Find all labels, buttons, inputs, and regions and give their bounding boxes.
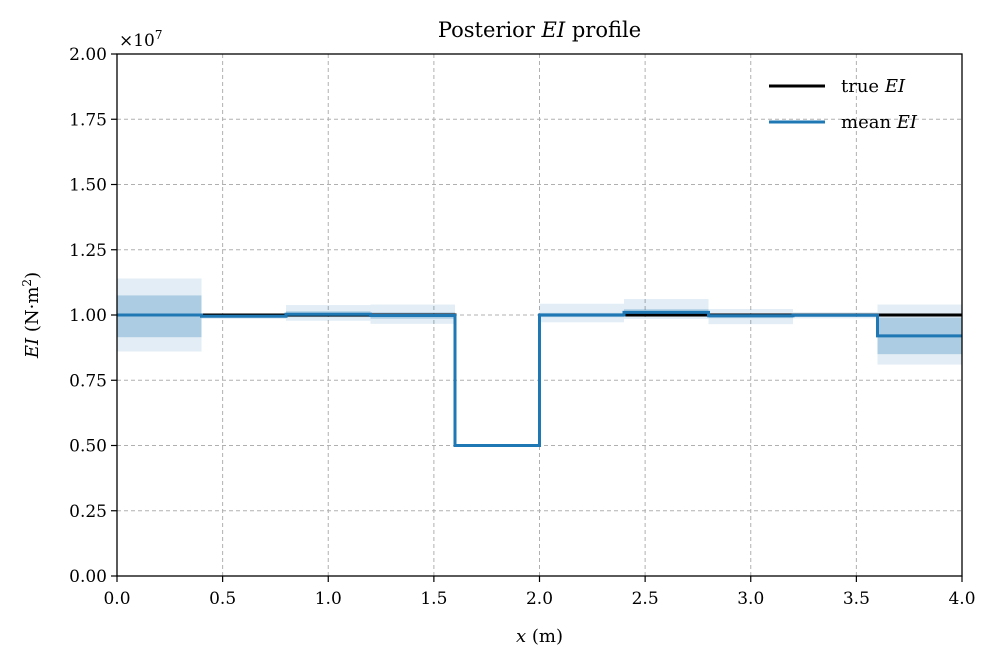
y-tick-label: 1.75 — [69, 110, 107, 130]
y-tick-label: 0.75 — [69, 371, 107, 391]
x-tick-label: 4.0 — [948, 589, 975, 609]
x-tick-label: 2.0 — [526, 589, 553, 609]
chart-title: Posterior EI profile — [438, 18, 641, 42]
x-tick-label: 1.5 — [420, 589, 447, 609]
x-tick-label: 2.5 — [632, 589, 659, 609]
y-tick-label: 1.25 — [69, 241, 107, 261]
x-axis-label: x (m) — [516, 626, 563, 647]
legend-label-mean: mean EI — [841, 112, 918, 133]
x-tick-label: 0.0 — [103, 589, 130, 609]
y-multiplier: ×107 — [119, 28, 163, 51]
series-line-mean-ei — [117, 310, 962, 447]
band-outer — [539, 303, 624, 323]
y-axis-label: EI (N·m2) — [20, 272, 43, 359]
y-ticks: 0.00 0.25 0.50 0.75 1.00 1.25 1.50 1.75 2.00 — [69, 45, 117, 587]
y-tick-label: 0.00 — [69, 567, 107, 587]
x-ticks: 0.0 0.5 1.0 1.5 2.0 2.5 3.0 3.5 4.0 — [103, 576, 976, 609]
x-tick-label: 3.5 — [843, 589, 870, 609]
x-tick-label: 1.0 — [315, 589, 342, 609]
y-tick-label: 2.00 — [69, 45, 107, 65]
x-tick-label: 3.0 — [737, 589, 764, 609]
x-tick-label: 0.5 — [209, 589, 236, 609]
y-tick-label: 0.25 — [69, 502, 107, 522]
y-tick-label: 1.00 — [69, 306, 107, 326]
legend: true EI mean EI — [769, 76, 918, 133]
legend-label-true: true EI — [841, 76, 906, 97]
y-tick-label: 1.50 — [69, 176, 107, 196]
y-tick-label: 0.50 — [69, 437, 107, 457]
series-lines — [117, 310, 962, 447]
y-multiplier-exp: 7 — [155, 28, 163, 42]
